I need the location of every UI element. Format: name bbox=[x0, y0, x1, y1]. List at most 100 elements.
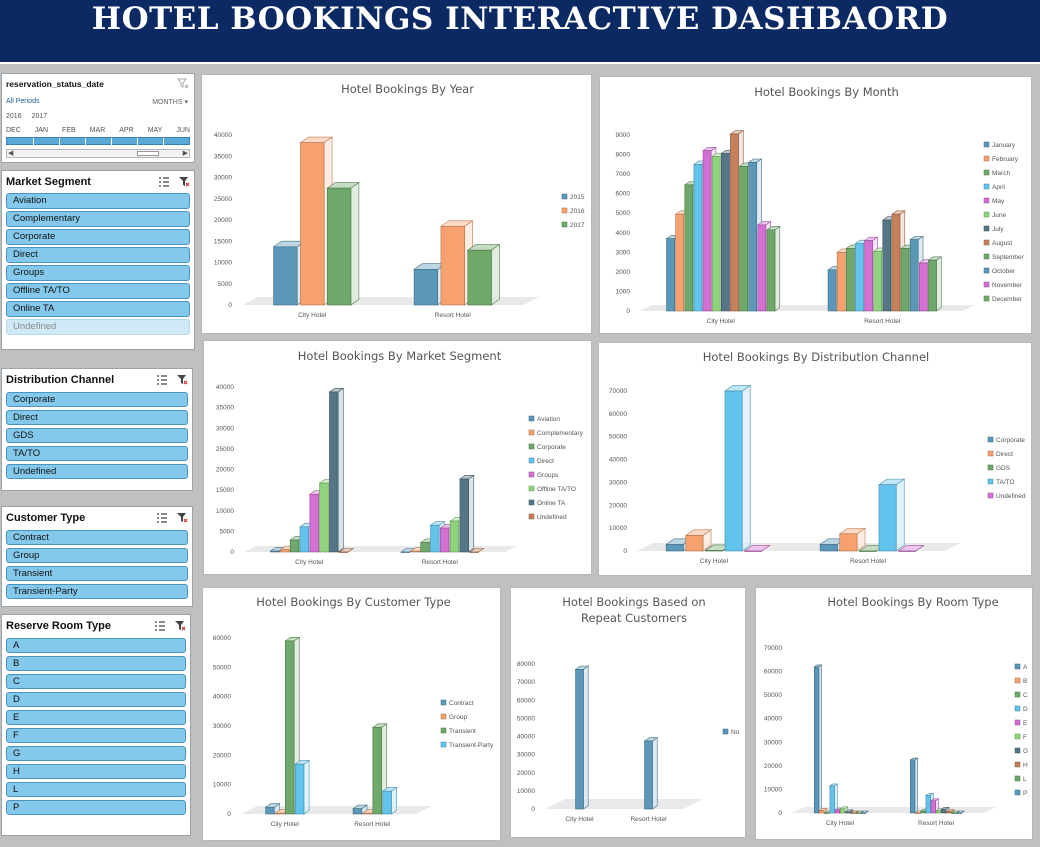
slicer-item-direct[interactable]: Direct bbox=[6, 247, 190, 263]
slicer-item-a[interactable]: A bbox=[6, 638, 186, 653]
bar-city-hotel-h[interactable] bbox=[849, 810, 859, 814]
legend-entry-2016[interactable]: 2016 bbox=[561, 207, 585, 215]
legend-entry-corporate[interactable]: Corporate bbox=[987, 436, 1025, 444]
scroll-left-icon[interactable]: ◀ bbox=[8, 150, 14, 157]
bar-resort-hotel-no[interactable] bbox=[643, 737, 659, 810]
chart-bookings-by-month[interactable]: Hotel Bookings By Month 0 1000 2000 3000 4000… bbox=[599, 76, 1032, 334]
slicer-item-transient[interactable]: Transient bbox=[6, 566, 188, 581]
slicer-item-d[interactable]: D bbox=[6, 692, 186, 707]
bar-city-hotel-transient-party[interactable] bbox=[294, 759, 311, 815]
bar-city-hotel-ta-to[interactable] bbox=[724, 384, 752, 552]
timeline-slicer[interactable]: reservation_status_date All Periods MONT… bbox=[1, 73, 195, 163]
legend-entry-2017[interactable]: 2017 bbox=[561, 221, 585, 229]
bar-city-hotel-undefined[interactable] bbox=[743, 545, 771, 552]
legend-entry-complementary[interactable]: Complementary bbox=[528, 429, 584, 437]
bar-resort-hotel-h[interactable] bbox=[945, 809, 955, 814]
bar-resort-hotel-online-ta[interactable] bbox=[459, 474, 475, 553]
bar-resort-hotel-a[interactable] bbox=[909, 757, 919, 814]
slicer-item-corporate[interactable]: Corporate bbox=[6, 392, 188, 407]
chart-bookings-by-distribution-channel[interactable]: Hotel Bookings By Distribution Channel 0 1… bbox=[598, 342, 1032, 576]
legend-entry-ta-to[interactable]: TA/TO bbox=[987, 478, 1015, 486]
bar-resort-hotel-undefined[interactable] bbox=[897, 545, 925, 552]
legend-entry-c[interactable]: C bbox=[1014, 691, 1028, 699]
slicer-item-aviation[interactable]: Aviation bbox=[6, 193, 190, 209]
legend-entry-march[interactable]: March bbox=[983, 169, 1010, 177]
scroll-right-icon[interactable]: ▶ bbox=[182, 150, 188, 157]
legend-entry-a[interactable]: A bbox=[1014, 663, 1028, 671]
legend-entry-november[interactable]: November bbox=[983, 281, 1023, 289]
legend-entry-group[interactable]: Group bbox=[440, 713, 467, 721]
bar-city-hotel-online-ta[interactable] bbox=[328, 387, 345, 553]
slicer-item-p[interactable]: P bbox=[6, 800, 186, 815]
legend-entry-february[interactable]: February bbox=[983, 155, 1019, 163]
bar-city-hotel-p[interactable] bbox=[860, 810, 870, 814]
legend-entry-june[interactable]: June bbox=[983, 211, 1006, 219]
legend-entry-groups[interactable]: Groups bbox=[528, 471, 559, 479]
bar-resort-hotel-contract[interactable] bbox=[352, 804, 368, 815]
legend-entry-september[interactable]: September bbox=[983, 253, 1025, 261]
bar-city-hotel-g[interactable] bbox=[844, 809, 854, 814]
legend-entry-december[interactable]: December bbox=[983, 295, 1023, 303]
timeline-level-dropdown[interactable]: MONTHS ▾ bbox=[152, 98, 188, 106]
slicer-item-undefined[interactable]: Undefined bbox=[6, 319, 190, 335]
legend-entry-april[interactable]: April bbox=[983, 183, 1006, 191]
slicer-item-g[interactable]: G bbox=[6, 746, 186, 761]
multi-select-icon[interactable] bbox=[156, 374, 168, 386]
slicer-item-gds[interactable]: GDS bbox=[6, 428, 188, 443]
clear-filter-icon[interactable] bbox=[176, 512, 188, 524]
legend-entry-f[interactable]: F bbox=[1014, 733, 1027, 741]
bar-resort-hotel-undefined[interactable] bbox=[468, 548, 485, 553]
bar-resort-hotel-ta-to[interactable] bbox=[878, 478, 906, 552]
slicer-item-online-ta[interactable]: Online TA bbox=[6, 301, 190, 317]
slicer-item-undefined[interactable]: Undefined bbox=[6, 464, 188, 479]
chart-bookings-by-year[interactable]: Hotel Bookings By Year 0 5000 10000 15000 200… bbox=[201, 74, 592, 334]
bar-resort-hotel-l[interactable] bbox=[950, 810, 961, 814]
slicer-item-f[interactable]: F bbox=[6, 728, 186, 743]
bar-city-hotel-undefined[interactable] bbox=[338, 548, 355, 553]
slicer-item-corporate[interactable]: Corporate bbox=[6, 229, 190, 245]
legend-entry-gds[interactable]: GDS bbox=[987, 464, 1011, 472]
chart-bookings-by-room-type[interactable]: Hotel Bookings By Room Type 0 10000 20000 30… bbox=[755, 587, 1033, 840]
slicer-item-group[interactable]: Group bbox=[6, 548, 188, 563]
chart-bookings-by-customer-type[interactable]: Hotel Bookings By Customer Type 0 10000 200… bbox=[202, 587, 501, 841]
timeline-scrollbar[interactable]: ◀ ▶ bbox=[6, 149, 190, 158]
slicer-item-complementary[interactable]: Complementary bbox=[6, 211, 190, 227]
legend-entry-b[interactable]: B bbox=[1014, 677, 1027, 685]
bar-resort-hotel-2015[interactable] bbox=[413, 263, 447, 306]
legend-entry-august[interactable]: August bbox=[983, 239, 1012, 247]
bar-resort-hotel-2017[interactable] bbox=[466, 243, 501, 306]
clear-filter-icon[interactable] bbox=[177, 77, 189, 89]
bar-city-hotel-december[interactable] bbox=[765, 225, 781, 312]
legend-entry-direct[interactable]: Direct bbox=[987, 450, 1013, 458]
multi-select-icon[interactable] bbox=[156, 512, 168, 524]
legend-entry-transient-party[interactable]: Transient-Party bbox=[440, 741, 494, 749]
bar-city-hotel-direct[interactable] bbox=[684, 529, 712, 552]
legend-entry-contract[interactable]: Contract bbox=[440, 699, 474, 707]
legend-entry-transient[interactable]: Transient bbox=[440, 727, 476, 735]
slicer-item-offline-ta-to[interactable]: Offline TA/TO bbox=[6, 283, 190, 299]
multi-select-icon[interactable] bbox=[154, 620, 166, 632]
legend-entry-aviation[interactable]: Aviation bbox=[528, 415, 560, 423]
slicer-item-c[interactable]: C bbox=[6, 674, 186, 689]
bar-resort-hotel-p[interactable] bbox=[956, 810, 966, 814]
scroll-thumb[interactable] bbox=[137, 151, 159, 156]
legend-entry-no[interactable]: No bbox=[722, 728, 740, 736]
bar-city-hotel-no[interactable] bbox=[574, 665, 590, 810]
slicer-item-contract[interactable]: Contract bbox=[6, 530, 188, 545]
slicer-item-l[interactable]: L bbox=[6, 782, 186, 797]
bar-city-hotel-l[interactable] bbox=[854, 810, 865, 814]
bar-city-hotel-a[interactable] bbox=[813, 664, 823, 814]
slicer-item-transient-party[interactable]: Transient-Party bbox=[6, 584, 188, 599]
legend-entry-january[interactable]: January bbox=[983, 141, 1016, 149]
bar-resort-hotel-direct[interactable] bbox=[838, 527, 866, 552]
slicer-item-b[interactable]: B bbox=[6, 656, 186, 671]
bar-resort-hotel-e[interactable] bbox=[930, 798, 940, 814]
legend-entry-p[interactable]: P bbox=[1014, 789, 1027, 797]
timeline-range-bar[interactable] bbox=[6, 137, 190, 146]
chart-bookings-repeat-customers[interactable]: Hotel Bookings Based on Repeat Customers 0… bbox=[510, 587, 746, 838]
slicer-item-h[interactable]: H bbox=[6, 764, 186, 779]
legend-entry-h[interactable]: H bbox=[1014, 761, 1028, 769]
legend-entry-may[interactable]: May bbox=[983, 197, 1005, 205]
bar-city-hotel-contract[interactable] bbox=[264, 803, 281, 815]
legend-entry-2015[interactable]: 2015 bbox=[561, 193, 585, 201]
